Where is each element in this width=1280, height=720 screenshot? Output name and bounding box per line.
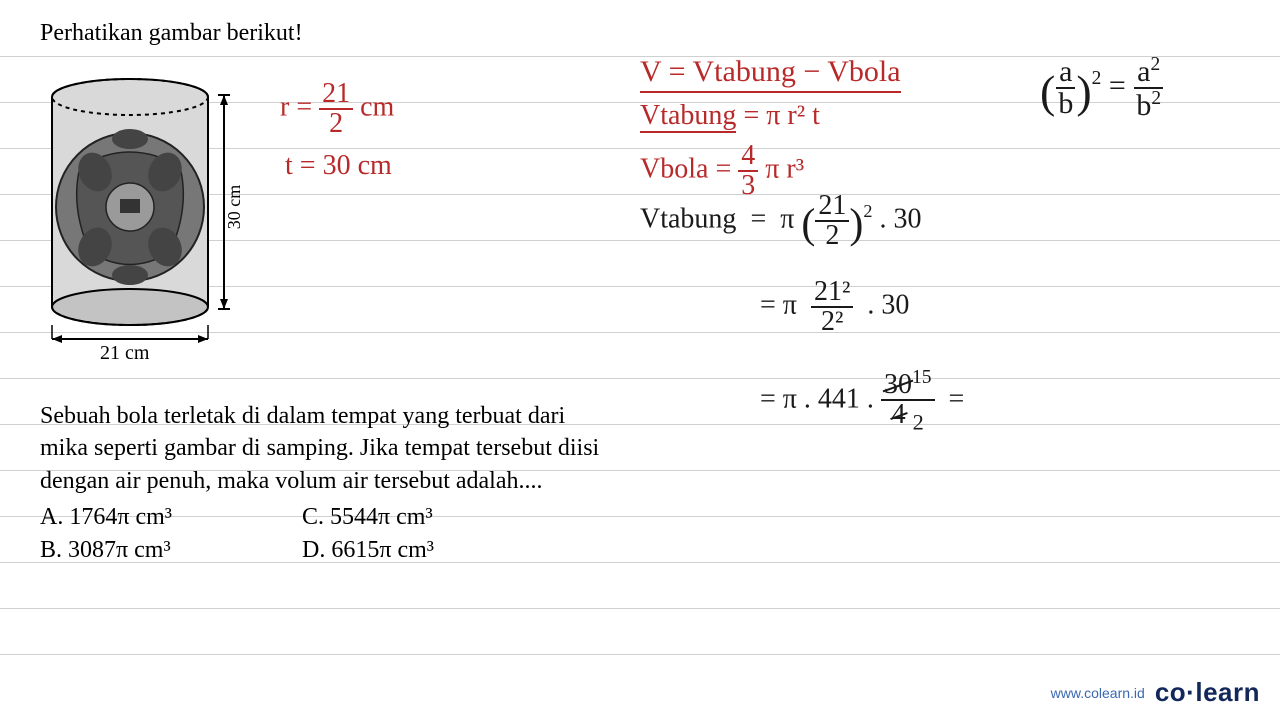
height-label: 30 cm: [224, 185, 244, 230]
diameter-label: 21 cm: [100, 342, 149, 365]
footer-url: www.colearn.id: [1051, 685, 1145, 701]
answer-options: A. 1764π cm³ B. 3087π cm³ C. 5544π cm³ D…: [40, 501, 600, 566]
option-c: C. 5544π cm³: [302, 501, 434, 533]
annotation-r: r = 212 cm: [280, 80, 394, 138]
footer: www.colearn.id co·learn: [1051, 677, 1260, 708]
work-step1: Vtabung = π (212)2 . 30: [640, 192, 921, 250]
option-a: A. 1764π cm³: [40, 501, 172, 533]
instruction-text: Perhatikan gambar berikut!: [40, 20, 600, 47]
problem-body: Sebuah bola terletak di dalam tempat yan…: [40, 400, 600, 566]
problem-statement: Sebuah bola terletak di dalam tempat yan…: [40, 400, 600, 497]
cylinder-ball-diagram: 30 cm 21 cm: [40, 57, 250, 357]
work-step3: = π . 441 . 3015 4 2 =: [760, 368, 964, 434]
option-b: B. 3087π cm³: [40, 534, 172, 566]
option-d: D. 6615π cm³: [302, 534, 434, 566]
annotation-t: t = 30 cm: [285, 150, 392, 182]
work-step2: = π 21²2² . 30: [760, 278, 909, 336]
work-line2: Vtabung = π r² t: [640, 100, 820, 132]
question-block: Perhatikan gambar berikut!: [40, 20, 600, 357]
exponent-rule: (ab)2 = a2b2: [1040, 55, 1164, 121]
work-line1: V = Vtabung − Vbola: [640, 55, 901, 93]
brand-logo: co·learn: [1155, 677, 1260, 708]
